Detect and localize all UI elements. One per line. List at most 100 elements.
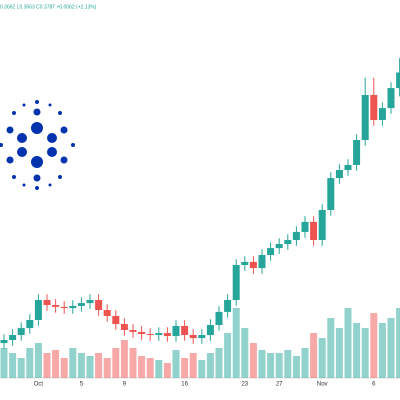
volume-bar (155, 360, 163, 378)
volume-bar (60, 358, 68, 378)
volume-bar (258, 350, 266, 378)
candle-body (181, 325, 189, 335)
volume-bar (206, 353, 214, 378)
candle-body (198, 335, 206, 339)
candle-body (17, 328, 25, 335)
ohlc-header: 0.3662 L0.3663 C0.3787 +0.0062 (+2.13%) (0, 4, 97, 10)
candle-body (206, 325, 214, 335)
volume-bar (43, 353, 51, 378)
volume-bar (344, 308, 352, 378)
volume-bar (370, 313, 378, 378)
candle-body (172, 325, 180, 336)
volume-bar (275, 353, 283, 378)
volume-bar (387, 318, 395, 378)
candle-body (189, 335, 197, 339)
candle-body (120, 324, 128, 330)
candle-body (232, 265, 240, 300)
volume-bar (224, 333, 232, 378)
candle-body (129, 330, 137, 332)
volume-bar (77, 353, 85, 378)
candle-body (138, 331, 146, 335)
volume-bar (9, 353, 17, 378)
volume-bar (163, 363, 171, 378)
candle-body (258, 255, 266, 269)
candle-body (370, 95, 378, 120)
candle-body (77, 303, 85, 306)
volume-bar (310, 333, 318, 378)
volume-bar (335, 328, 343, 378)
volume-bar (327, 318, 335, 378)
volume-bar (120, 340, 128, 378)
candle-body (9, 335, 17, 340)
candle-body (275, 244, 283, 249)
candle-body (224, 300, 232, 312)
volume-bar (52, 350, 60, 378)
candle-body (52, 305, 60, 307)
candle-body (155, 333, 163, 335)
candle-body (103, 310, 111, 316)
volume-bar (34, 343, 42, 378)
volume-bar (138, 356, 146, 378)
x-tick-label: Oct (34, 382, 44, 388)
candle-body (146, 334, 154, 336)
candle-body (86, 300, 94, 304)
candle-body (335, 170, 343, 179)
candle-body (318, 210, 326, 240)
volume-bar (284, 350, 292, 378)
candle-body (378, 108, 386, 120)
candle-body (267, 248, 275, 255)
volume-bar (198, 360, 206, 378)
x-tick-label: 16 (181, 382, 188, 388)
volume-bar (267, 353, 275, 378)
volume-bar (103, 358, 111, 378)
candle-body (327, 178, 335, 210)
x-tick-label: Nov (317, 382, 328, 388)
x-tick-label: 23 (241, 382, 248, 388)
volume-bar (318, 338, 326, 378)
candle-body (301, 221, 309, 232)
x-tick-label: 9 (123, 382, 127, 388)
candle-body (69, 305, 77, 309)
candle-body (241, 261, 249, 265)
candle-body (0, 340, 8, 344)
candle-body (215, 311, 223, 325)
candle-body (292, 231, 300, 240)
volume-bar (378, 323, 386, 378)
candle-body (34, 300, 42, 320)
volume-bar (112, 348, 120, 378)
candle-body (310, 221, 318, 240)
cardano-logo (0, 100, 75, 190)
volume-bar (0, 348, 8, 378)
volume-bar (249, 343, 257, 378)
volume-bar (241, 328, 249, 378)
volume-bar (361, 328, 369, 378)
x-tick-label: 5 (80, 382, 84, 388)
candle-body (60, 306, 68, 309)
candle-body (361, 95, 369, 140)
volume-bar (396, 308, 400, 378)
candle-body (396, 72, 400, 89)
volume-bar (172, 350, 180, 378)
volume-bar (95, 353, 103, 378)
candle-body (26, 320, 34, 329)
volume-bar (26, 348, 34, 378)
candle-body (249, 261, 257, 269)
candle-body (163, 333, 171, 336)
x-tick-label: 6 (372, 382, 376, 388)
candle-body (353, 140, 361, 165)
volume-bar (292, 356, 300, 378)
volume-bar (301, 348, 309, 378)
volume-bar (129, 348, 137, 378)
candle-body (112, 315, 120, 325)
candle-body (344, 165, 352, 170)
candle-body (284, 240, 292, 245)
candle-body (95, 300, 103, 310)
candle-body (43, 300, 51, 305)
volume-bar (353, 323, 361, 378)
x-tick-label: 27 (276, 382, 283, 388)
volume-bar (189, 353, 197, 378)
volume-bar (146, 358, 154, 378)
volume-bar (69, 348, 77, 378)
volume-bar (86, 356, 94, 378)
